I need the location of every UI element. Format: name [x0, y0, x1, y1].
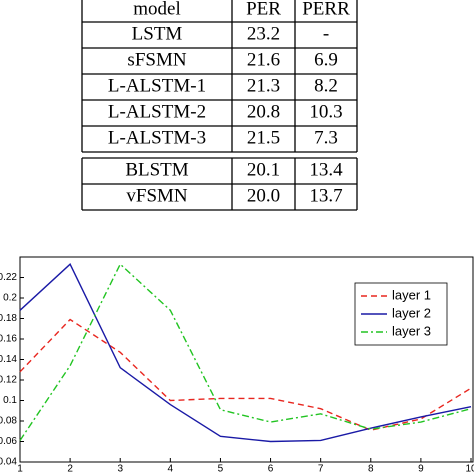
x-tick-label: 1 [17, 464, 23, 474]
table-cell: 20.1 [247, 159, 280, 180]
y-tick-label: 0.1 [3, 395, 17, 406]
x-tick-label: 10 [465, 464, 474, 474]
y-tick-label: 0.12 [0, 375, 17, 386]
y-tick-label: 0.08 [0, 416, 17, 427]
x-tick-label: 3 [117, 464, 123, 474]
x-tick-label: 6 [268, 464, 274, 474]
table-cell: 21.6 [247, 49, 280, 70]
table-cell: 7.3 [314, 127, 338, 148]
y-tick-label: 0.06 [0, 436, 17, 447]
legend-label: layer 1 [392, 287, 431, 302]
table-cell: LSTM [132, 23, 183, 44]
table-cell: model [133, 0, 181, 19]
y-tick-label: 0.18 [0, 313, 17, 324]
y-tick-label: 0.14 [0, 354, 17, 365]
table-cell: 20.8 [247, 101, 280, 122]
table-cell: PERR [302, 0, 350, 19]
y-tick-label: 0.22 [0, 272, 17, 283]
x-tick-label: 8 [368, 464, 374, 474]
table-cell: 6.9 [314, 49, 338, 70]
table-cell: PER [246, 0, 281, 19]
x-tick-label: 4 [168, 464, 174, 474]
series-line [19, 318, 472, 431]
table-cell: - [323, 23, 329, 44]
table-cell: L-ALSTM-1 [108, 75, 206, 96]
table-cell: 23.2 [247, 23, 280, 44]
legend-label: layer 2 [392, 305, 431, 320]
table-cell: BLSTM [125, 159, 188, 180]
y-tick-label: 0.2 [3, 293, 17, 304]
x-tick-label: 5 [218, 464, 224, 474]
table-cell: 13.7 [309, 185, 342, 206]
x-tick-label: 7 [318, 464, 324, 474]
legend-label: layer 3 [392, 323, 431, 338]
series-line [19, 263, 472, 441]
table-cell: 21.5 [247, 127, 280, 148]
x-tick-label: 9 [418, 464, 424, 474]
table-cell: vFSMN [126, 185, 188, 206]
y-tick-label: 0.16 [0, 334, 17, 345]
y-tick-label: 0.04 [0, 457, 17, 468]
table-cell: 10.3 [309, 101, 342, 122]
table-cell: 21.3 [247, 75, 280, 96]
table-cell: sFSMN [127, 49, 186, 70]
x-tick-label: 2 [67, 464, 73, 474]
table-cell: 8.2 [314, 75, 338, 96]
table-cell: 13.4 [309, 159, 343, 180]
table-cell: L-ALSTM-3 [108, 127, 206, 148]
table-cell: L-ALSTM-2 [108, 101, 206, 122]
table-cell: 20.0 [247, 185, 280, 206]
